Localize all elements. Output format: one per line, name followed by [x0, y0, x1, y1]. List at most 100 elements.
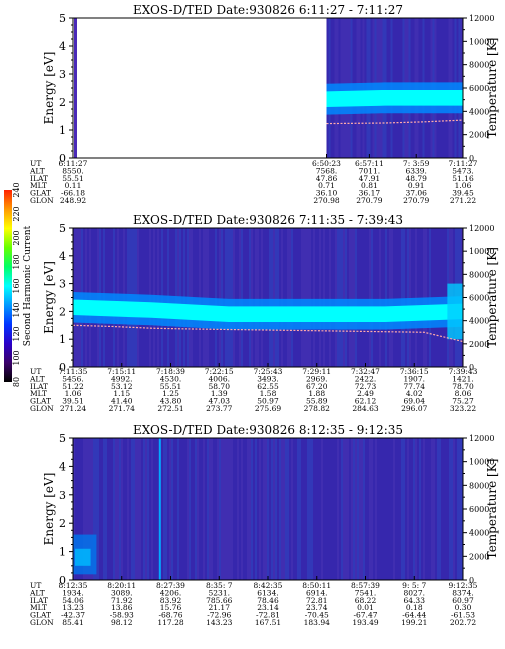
table-cell: 193.49	[352, 618, 378, 627]
spectrogram-column	[365, 438, 367, 580]
spectrogram-column	[193, 438, 195, 580]
spectrogram-column	[385, 228, 387, 367]
table-cell: 15.76	[160, 603, 182, 612]
spectrogram-column	[409, 438, 411, 580]
y2-tick-label: 12000	[469, 224, 494, 233]
spectrogram-column	[461, 438, 463, 580]
spectrogram-column	[133, 438, 135, 580]
y-tick-label: 4	[59, 40, 66, 53]
temperature-trace	[326, 119, 463, 125]
band-right-bright	[447, 283, 463, 340]
spectrogram-column	[363, 228, 365, 367]
y-tick-label: 3	[59, 68, 66, 81]
table-cell: 51.22	[62, 382, 84, 391]
spectrogram-column	[403, 228, 405, 367]
spectrogram-column	[375, 228, 377, 367]
spectrogram-column	[221, 228, 223, 367]
spectrogram-column	[275, 228, 277, 367]
spectrogram-column	[411, 228, 413, 367]
y2-axis-label: Temperature [K]	[485, 38, 499, 139]
table-cell: 6339.	[405, 166, 426, 175]
spectrogram-column	[253, 228, 255, 367]
table-cell: 5456.	[62, 374, 83, 383]
temperature-trace	[73, 324, 463, 343]
table-cell: 8:35: 7	[206, 581, 233, 590]
spectrogram-column	[171, 438, 173, 580]
band-core	[73, 299, 463, 322]
table-cell: 68.22	[355, 596, 377, 605]
spectrogram-column	[103, 438, 105, 580]
y-tick-label: 5	[59, 222, 66, 235]
spectrogram-column	[295, 228, 297, 367]
colorbar-tick-label: 140	[12, 302, 21, 317]
table-cell: 8374.	[452, 588, 473, 597]
table-cell: 248.92	[60, 196, 86, 205]
spectrogram-column	[293, 438, 295, 580]
table-cell: 7:36:15	[400, 367, 429, 376]
table-cell: 48.79	[405, 174, 427, 183]
table-cell: 8550.	[62, 166, 83, 175]
band-core	[326, 89, 463, 108]
spectrogram-column	[327, 228, 329, 367]
table-cell: 2422.	[355, 374, 376, 383]
spectrogram-column	[399, 438, 401, 580]
spectrogram-column	[387, 228, 389, 367]
table-cell: 13.23	[62, 603, 84, 612]
table-cell: 4206.	[160, 588, 181, 597]
spectrogram-column	[235, 228, 237, 367]
table-cell: 270.79	[403, 196, 429, 205]
y-tick-label: 3	[59, 489, 66, 502]
data-strip	[74, 18, 77, 158]
spectrogram-column	[269, 438, 271, 580]
table-cell: 78.70	[452, 382, 474, 391]
spectrogram-column	[203, 228, 205, 367]
spectrogram-column	[407, 438, 409, 580]
table-cell: 85.41	[62, 618, 83, 627]
spectrogram-column	[289, 228, 291, 367]
spectrogram-column	[241, 438, 243, 580]
y2-tick-label: 6000	[469, 84, 489, 93]
table-cell: 8:20:11	[107, 581, 136, 590]
table-cell: 6:57:11	[355, 159, 384, 168]
y2-tick-label: 10000	[469, 458, 494, 467]
spectrogram-column	[287, 438, 289, 580]
spectrogram-column	[391, 438, 393, 580]
spectrogram-column	[457, 438, 459, 580]
spectrogram-column	[265, 438, 267, 580]
spectrogram-column	[415, 438, 417, 580]
spectrogram-column	[251, 228, 253, 367]
spectrogram-column	[251, 438, 253, 580]
y2-tick-label: 8000	[469, 61, 489, 70]
spectrogram-column	[291, 228, 293, 367]
spectrogram-column	[323, 438, 325, 580]
table-cell: 4992.	[111, 374, 132, 383]
spectrogram-column	[255, 438, 257, 580]
spectrogram-column	[73, 438, 75, 580]
y-tick-label: 1	[59, 546, 66, 559]
spectrogram-column	[207, 438, 209, 580]
table-cell: -66.18	[61, 189, 85, 198]
spectrogram-column	[309, 228, 311, 367]
table-row-label: UT	[30, 159, 41, 168]
table-cell: 8:42:35	[254, 581, 283, 590]
spectrogram-column	[439, 438, 441, 580]
spectrogram-column	[217, 228, 219, 367]
table-row-label: GLON	[30, 196, 54, 205]
spectrogram-column	[301, 228, 303, 367]
spectrogram-column	[89, 438, 91, 580]
y-tick-label: 0	[59, 574, 66, 587]
spectrogram-column	[227, 438, 229, 580]
table-cell: 39.51	[62, 397, 83, 406]
spectrogram-column	[231, 228, 233, 367]
spectrogram-column	[337, 438, 339, 580]
chart-panel-2: EXOS-D/TED Date:930826 7:11:35 - 7:39:43…	[29, 213, 499, 413]
table-cell: 7:25:43	[254, 367, 283, 376]
spectrogram-column	[179, 438, 181, 580]
table-cell: 199.21	[401, 618, 427, 627]
spectrogram-column	[267, 228, 269, 367]
spectrogram-column	[151, 438, 153, 580]
table-cell: 1421.	[452, 374, 473, 383]
table-cell: 0.18	[406, 603, 423, 612]
spectrogram-column	[249, 228, 251, 367]
spectrogram-column	[227, 228, 229, 367]
